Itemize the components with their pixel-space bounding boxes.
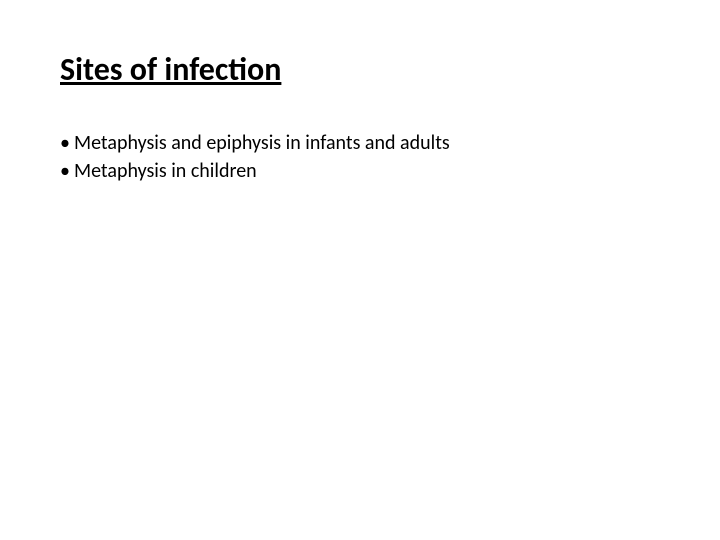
bullet-text: Metaphysis in children <box>74 157 257 185</box>
bullet-marker: • <box>60 157 70 185</box>
slide-title: Sites of infection <box>60 50 660 89</box>
list-item: • Metaphysis in children <box>60 157 660 185</box>
list-item: • Metaphysis and epiphysis in infants an… <box>60 129 660 157</box>
bullet-text: Metaphysis and epiphysis in infants and … <box>74 129 450 157</box>
bullet-marker: • <box>60 129 70 157</box>
bullet-list: • Metaphysis and epiphysis in infants an… <box>60 129 660 185</box>
